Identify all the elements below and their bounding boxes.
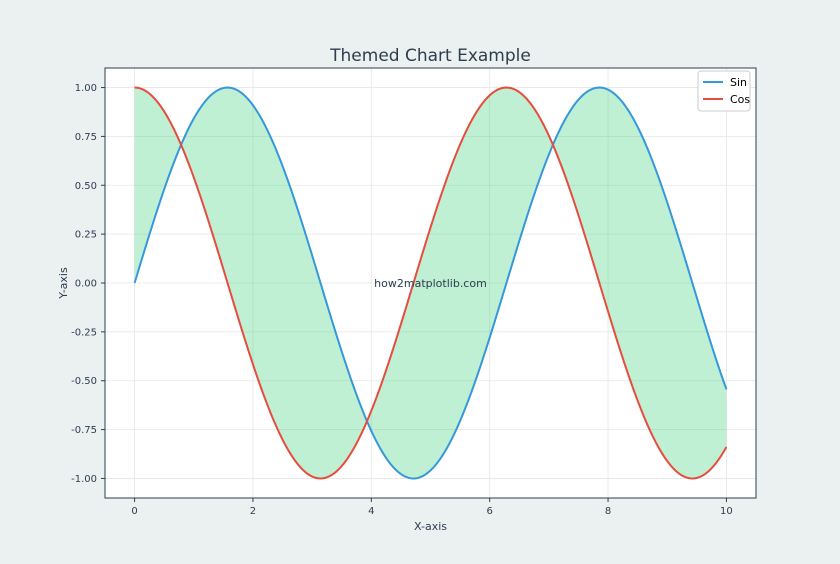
series-line-cos — [134, 86, 728, 480]
legend: Sin Cos — [697, 70, 751, 112]
legend-label-sin: Sin — [730, 76, 747, 89]
x-axis-ticks: 0 2 4 6 8 10 — [131, 498, 733, 517]
series-line-sin — [133, 86, 728, 480]
y-tick-label: 0.00 — [75, 279, 97, 290]
grid-lines — [105, 68, 756, 498]
x-tick-label: 8 — [605, 506, 611, 517]
x-tick-label: 10 — [720, 506, 733, 517]
chart-title: Themed Chart Example — [329, 46, 531, 66]
y-tick-label: -1.00 — [71, 474, 97, 485]
fill-between-region — [134, 87, 727, 479]
x-axis-label: X-axis — [414, 520, 447, 533]
x-tick-label: 0 — [131, 506, 137, 517]
y-tick-label: 0.25 — [75, 230, 97, 241]
fill-between-area — [134, 87, 727, 479]
series-lines — [133, 86, 728, 480]
y-tick-label: 1.00 — [75, 83, 97, 94]
y-tick-label: -0.50 — [71, 376, 97, 387]
y-tick-label: -0.75 — [71, 425, 97, 436]
x-tick-label: 2 — [250, 506, 256, 517]
y-axis-label: Y-axis — [57, 267, 70, 300]
legend-label-cos: Cos — [730, 93, 750, 106]
annotation-watermark: how2matplotlib.com — [374, 277, 487, 290]
y-tick-label: 0.75 — [75, 132, 97, 143]
x-tick-label: 4 — [368, 506, 374, 517]
y-axis-ticks: 1.00 0.75 0.50 0.25 0.00 -0.25 -0.50 -0.75 -1.00 — [71, 83, 105, 485]
y-tick-label: 0.50 — [75, 181, 97, 192]
y-tick-label: -0.25 — [71, 327, 97, 338]
x-tick-label: 6 — [486, 506, 492, 517]
